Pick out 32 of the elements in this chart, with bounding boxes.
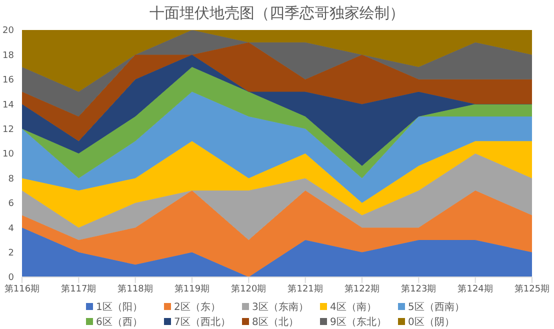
x-tick-label: 第120期 xyxy=(231,283,266,294)
y-tick-label: 18 xyxy=(2,50,14,61)
x-tick-label: 第125期 xyxy=(514,283,550,294)
legend-label: 9区（东北） xyxy=(330,316,386,328)
legend-label: 1区（阳） xyxy=(96,300,142,314)
legend-label: 7区（西北） xyxy=(174,316,230,328)
legend-label: 2区（东） xyxy=(174,300,220,314)
y-tick-label: 14 xyxy=(2,100,14,110)
x-tick-label: 第118期 xyxy=(118,283,153,294)
y-tick-label: 16 xyxy=(2,76,14,86)
x-tick-label: 第119期 xyxy=(174,283,210,294)
legend-label: 3区（东南） xyxy=(252,300,308,314)
legend-label: 6区（西） xyxy=(96,316,142,328)
x-tick-label: 第122期 xyxy=(344,283,380,294)
chart-title: 十面埋伏地壳图（四季恋哥独家绘制） xyxy=(148,3,406,22)
legend-label: 4区（南） xyxy=(330,300,376,314)
y-tick-label: 10 xyxy=(2,150,14,160)
y-tick-label: 6 xyxy=(8,199,14,210)
x-tick-label: 第121期 xyxy=(288,283,323,294)
y-tick-label: 4 xyxy=(8,224,14,234)
y-tick-label: 2 xyxy=(8,248,14,258)
legend-label: 8区（北） xyxy=(252,316,298,328)
y-tick-label: 20 xyxy=(2,26,14,36)
x-tick-label: 第117期 xyxy=(61,283,96,294)
x-tick-label: 第123期 xyxy=(401,283,436,294)
legend-label: 0区（阴） xyxy=(408,316,454,328)
y-tick-label: 0 xyxy=(8,273,14,284)
y-tick-label: 12 xyxy=(2,124,14,135)
x-tick-label: 第124期 xyxy=(458,283,493,294)
y-tick-label: 8 xyxy=(8,174,14,184)
x-tick-label: 第116期 xyxy=(4,283,40,294)
legend-label: 5区（西南） xyxy=(408,300,464,314)
